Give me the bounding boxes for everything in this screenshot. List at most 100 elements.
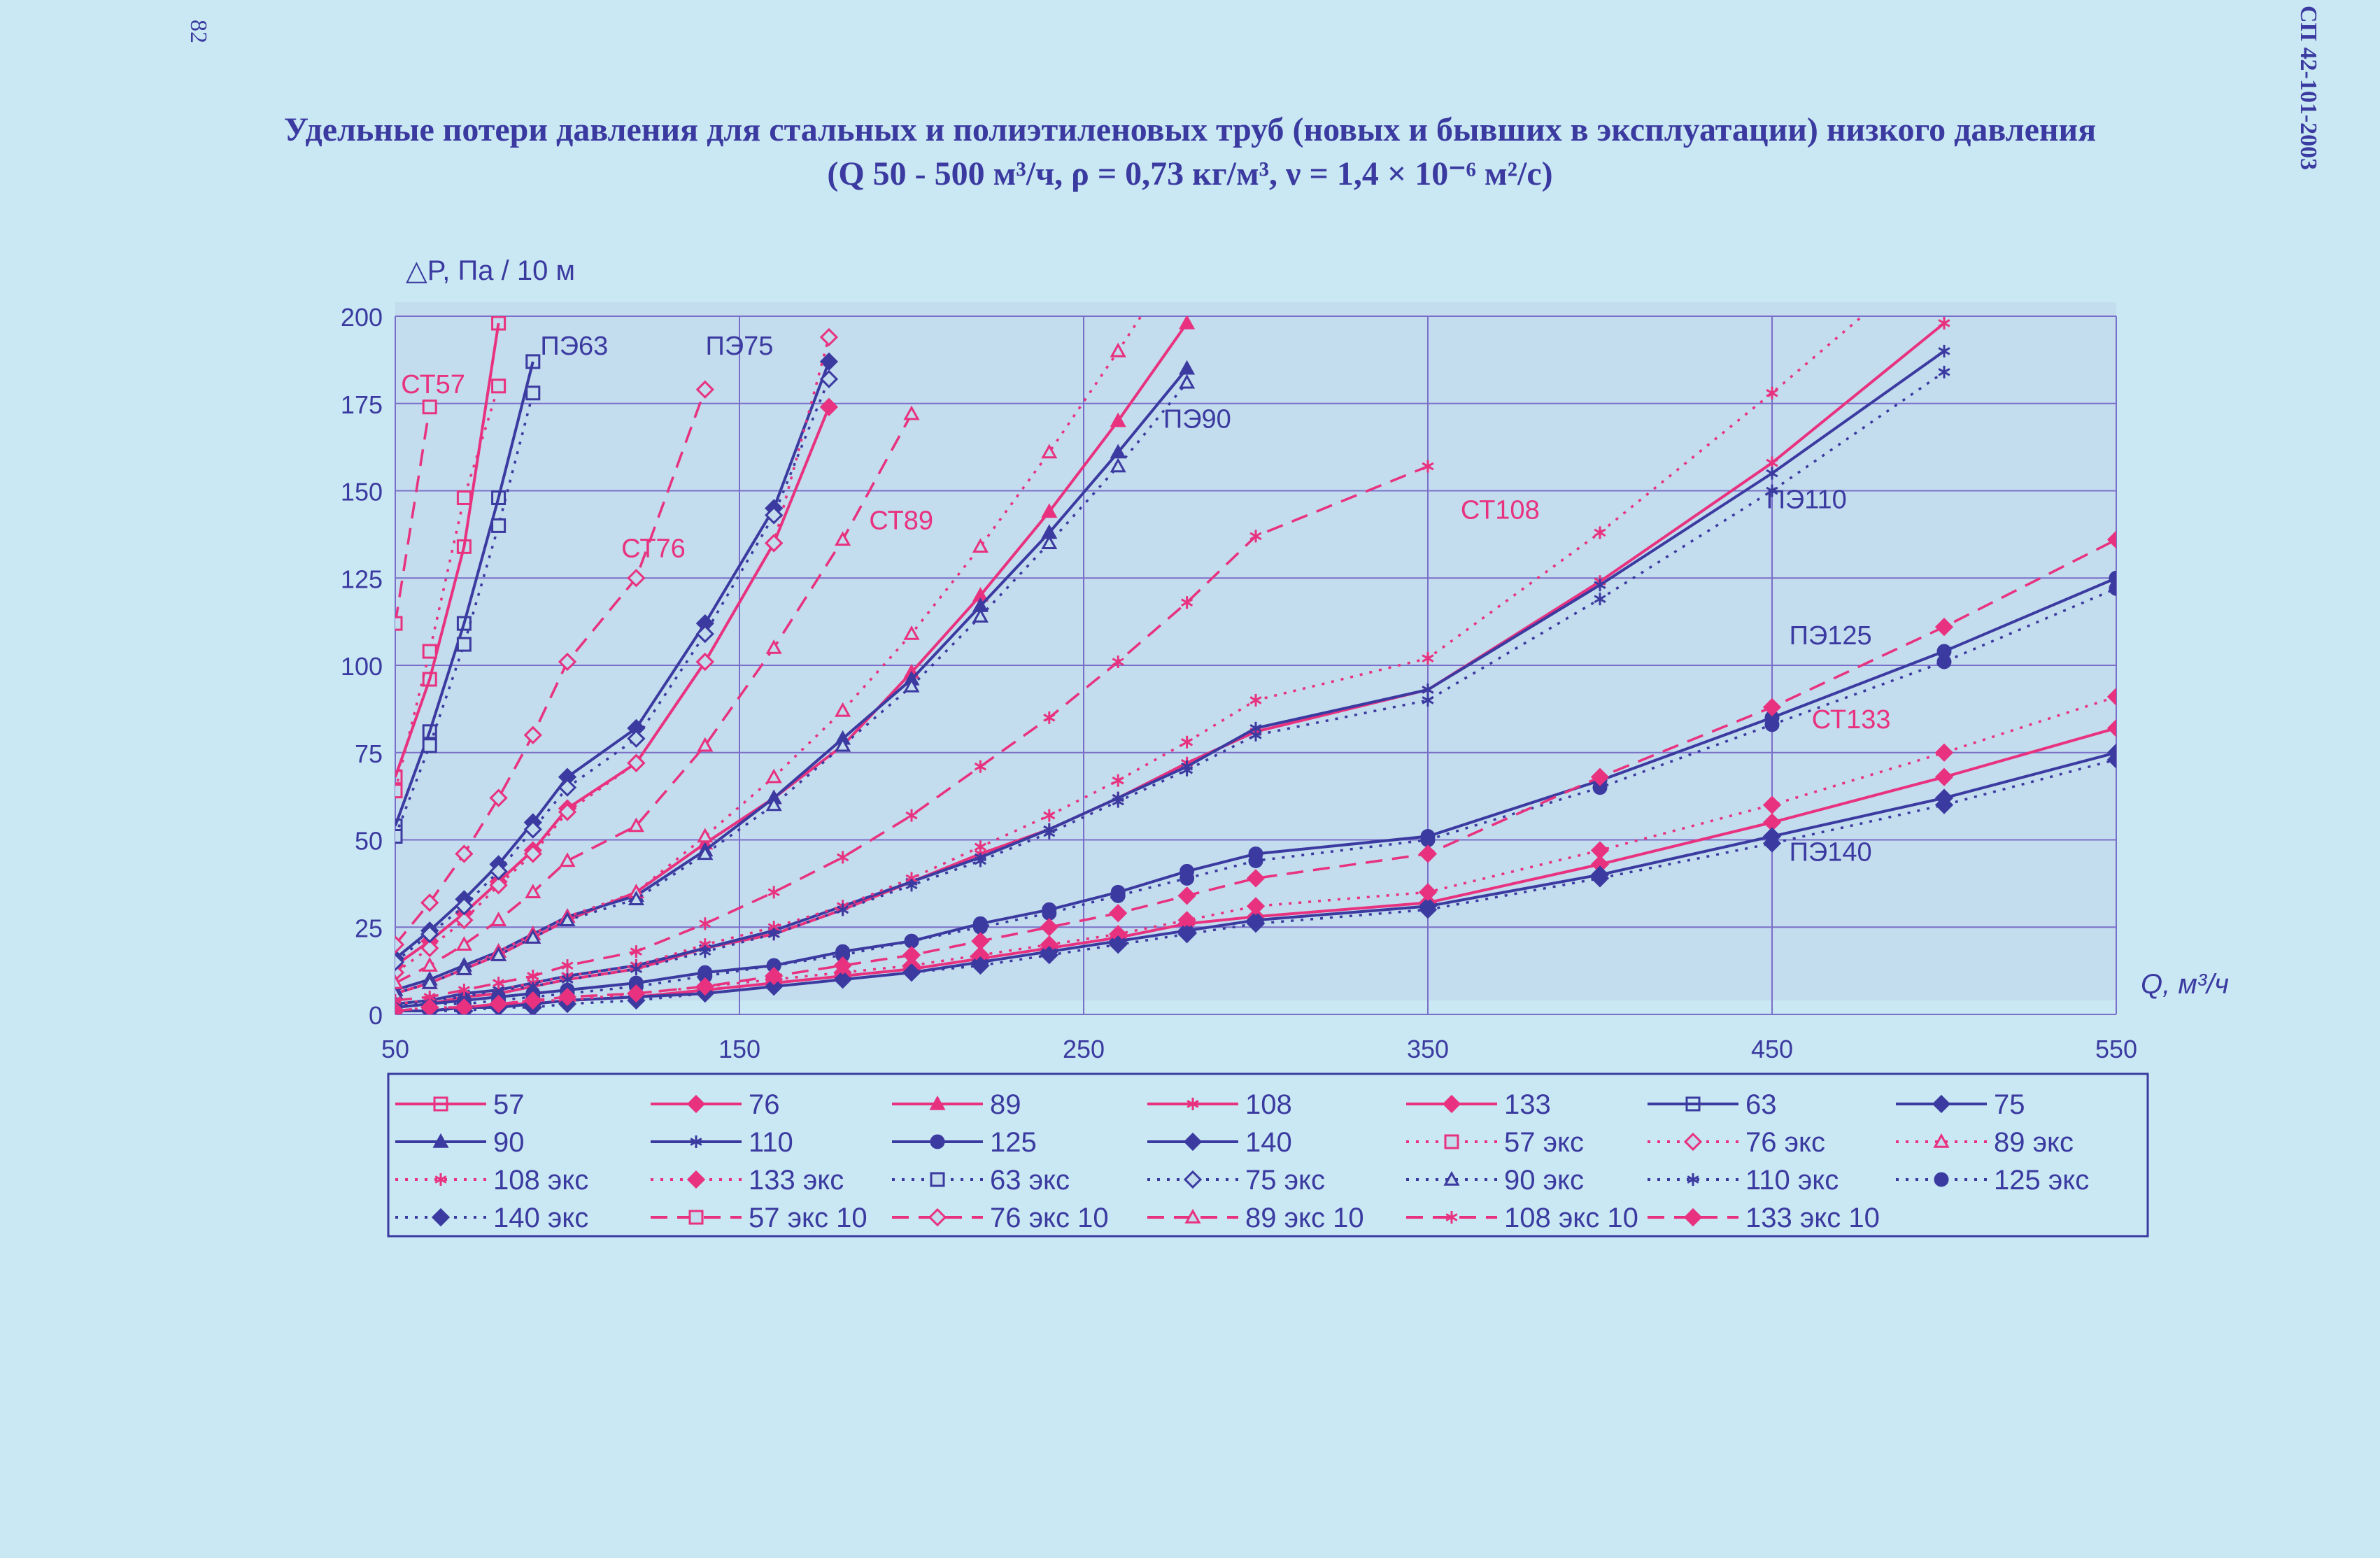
data-point bbox=[456, 490, 472, 505]
data-point bbox=[1180, 870, 1195, 886]
data-point bbox=[491, 490, 507, 505]
curve-label: ПЭ75 bbox=[706, 332, 774, 361]
data-point bbox=[1112, 656, 1124, 669]
data-point bbox=[1179, 316, 1196, 330]
data-point bbox=[523, 820, 542, 839]
data-point bbox=[690, 1135, 702, 1148]
data-point bbox=[1594, 593, 1606, 606]
data-point bbox=[1109, 935, 1128, 954]
data-point bbox=[1183, 1132, 1203, 1152]
y-tick-label: 50 bbox=[355, 827, 383, 856]
legend-label: 89 экс 10 bbox=[1245, 1203, 1364, 1233]
data-point bbox=[765, 768, 782, 784]
data-point bbox=[558, 987, 577, 1007]
y-tick-label: 25 bbox=[355, 914, 383, 942]
legend-item: 63 bbox=[1648, 1089, 1777, 1120]
data-point bbox=[525, 385, 541, 401]
data-point bbox=[688, 1210, 704, 1225]
legend-label: 133 экс bbox=[749, 1165, 844, 1196]
data-point bbox=[489, 788, 508, 807]
data-point bbox=[2106, 687, 2116, 707]
data-point bbox=[422, 644, 437, 659]
data-point bbox=[523, 991, 542, 1010]
data-point bbox=[837, 851, 849, 864]
data-point bbox=[1683, 1132, 1703, 1152]
data-point bbox=[1110, 458, 1126, 473]
data-point bbox=[420, 925, 439, 944]
series-63-экс bbox=[395, 385, 541, 844]
data-point bbox=[525, 929, 541, 944]
data-point bbox=[2106, 530, 2116, 549]
data-point bbox=[558, 778, 577, 797]
series-57-экс-10 bbox=[395, 399, 437, 631]
data-point bbox=[699, 917, 711, 930]
data-point bbox=[819, 397, 839, 416]
data-point bbox=[1181, 596, 1193, 609]
data-point bbox=[431, 1208, 451, 1227]
data-point bbox=[1248, 853, 1263, 868]
data-point bbox=[395, 975, 404, 989]
curve-label: СТ133 bbox=[1812, 705, 1891, 735]
data-point bbox=[1934, 617, 1954, 637]
data-point bbox=[1187, 1098, 1199, 1110]
data-point bbox=[395, 616, 403, 631]
data-point bbox=[765, 977, 784, 996]
legend-label: 108 bbox=[1245, 1089, 1292, 1120]
data-point bbox=[395, 770, 403, 785]
data-point bbox=[1110, 412, 1126, 427]
data-point bbox=[1422, 652, 1434, 665]
data-point bbox=[930, 1134, 945, 1149]
data-point bbox=[1442, 1094, 1461, 1114]
legend-item: 108 экс 10 bbox=[1406, 1203, 1638, 1233]
curve-label: ПЭ140 bbox=[1790, 837, 1872, 867]
data-point bbox=[929, 1095, 946, 1110]
data-point bbox=[767, 928, 780, 941]
legend-item: 57 экс 10 bbox=[651, 1203, 867, 1233]
data-point bbox=[1936, 654, 1952, 670]
data-point bbox=[1444, 1134, 1459, 1149]
series-57 bbox=[395, 316, 507, 785]
legend-item: 90 bbox=[395, 1127, 525, 1158]
legend-item: 140 bbox=[1147, 1127, 1292, 1158]
data-point bbox=[1246, 897, 1266, 916]
data-point bbox=[395, 994, 402, 1007]
data-point bbox=[1420, 833, 1436, 847]
data-point bbox=[1043, 711, 1056, 724]
data-point bbox=[1109, 904, 1128, 923]
x-tick-label: 350 bbox=[1407, 1035, 1449, 1063]
data-point bbox=[1110, 888, 1126, 903]
legend-item: 90 экс bbox=[1406, 1165, 1584, 1196]
data-point bbox=[432, 1133, 449, 1148]
data-point bbox=[904, 933, 919, 949]
axis-ticks: 0 25 50 75 100 125 150 175 200 50 150 250 350 450 550 bbox=[341, 303, 2137, 1063]
data-point bbox=[490, 912, 507, 926]
data-point bbox=[1934, 1172, 1949, 1187]
data-point bbox=[972, 919, 988, 935]
data-point bbox=[697, 845, 714, 861]
data-point bbox=[2106, 718, 2116, 737]
data-point bbox=[395, 935, 405, 954]
legend-item: 133 экс 10 bbox=[1648, 1203, 1880, 1233]
data-point bbox=[1246, 869, 1266, 888]
curve-label: СТ57 bbox=[401, 370, 465, 399]
data-point bbox=[765, 534, 784, 553]
data-point bbox=[695, 624, 714, 644]
series-133-экс-10 bbox=[395, 530, 2116, 1014]
data-point bbox=[422, 399, 437, 415]
curve-label: ПЭ63 bbox=[540, 332, 608, 361]
data-point bbox=[630, 963, 642, 976]
data-point bbox=[902, 946, 921, 965]
data-point bbox=[489, 994, 508, 1014]
legend-item: 89 экс bbox=[1896, 1127, 2074, 1158]
legend-label: 75 экс bbox=[1245, 1165, 1325, 1196]
legend-box bbox=[387, 1072, 2149, 1238]
data-point bbox=[523, 844, 542, 863]
data-point bbox=[1040, 918, 1058, 937]
data-point bbox=[765, 796, 782, 812]
series-line bbox=[395, 413, 913, 984]
data-point bbox=[686, 1094, 706, 1114]
data-point bbox=[395, 953, 405, 972]
data-point bbox=[1590, 869, 1610, 888]
data-point bbox=[422, 672, 437, 687]
page-subtitle: (Q 50 - 500 м³/ч, ρ = 0,73 кг/м³, ν = 1,… bbox=[827, 155, 1553, 192]
